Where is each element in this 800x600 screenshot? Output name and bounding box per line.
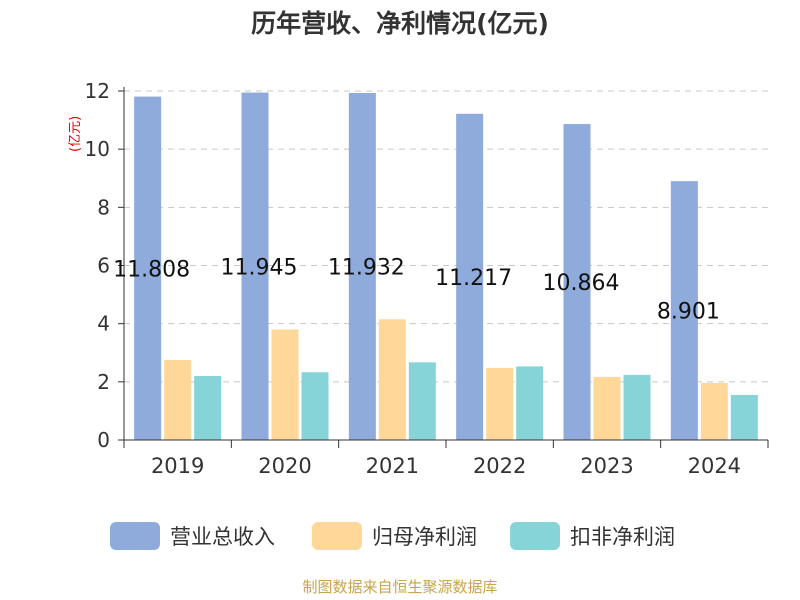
y-tick-label-0: 0 <box>97 428 110 452</box>
bar-1-2021 <box>378 319 406 440</box>
y-tick-label-4: 4 <box>97 312 110 336</box>
bar-chart: 0 2 4 6 8 10 12 2019 2020 2021 2022 2023 2024 11.808… <box>85 79 769 478</box>
data-labels: 11.808 11.945 11.932 11.217 10.864 8.901 <box>113 255 720 324</box>
bar-1-2019 <box>164 360 192 440</box>
bar-1-2023 <box>593 376 621 440</box>
x-tick-label-2023: 2023 <box>580 454 633 478</box>
y-tick-label-2: 2 <box>97 370 110 394</box>
bar-1-2022 <box>486 367 514 440</box>
bar-0-2024 <box>670 181 698 440</box>
bar-2-2020 <box>301 372 329 440</box>
bar-0-2021 <box>348 92 376 441</box>
x-tick-label-2019: 2019 <box>151 454 204 478</box>
y-tick-label-12: 12 <box>85 79 110 103</box>
bar-2-2019 <box>194 376 222 440</box>
bars <box>134 92 758 441</box>
legend-swatch-revenue <box>110 522 160 550</box>
data-label-revenue-2019: 11.808 <box>113 257 190 282</box>
legend-item-net-profit[interactable]: 归母净利润 <box>312 520 477 552</box>
bar-2-2021 <box>408 362 436 440</box>
data-label-revenue-2023: 10.864 <box>543 271 620 296</box>
data-label-revenue-2022: 11.217 <box>435 266 512 291</box>
bar-0-2022 <box>456 113 484 440</box>
data-source-note: 制图数据来自恒生聚源数据库 <box>302 578 498 596</box>
x-tick-label-2021: 2021 <box>366 454 419 478</box>
bar-2-2022 <box>516 366 544 440</box>
legend-label-revenue: 营业总收入 <box>170 525 275 549</box>
chart-title: 历年营收、净利情况(亿元) <box>251 9 549 38</box>
axes: 0 2 4 6 8 10 12 2019 2020 2021 2022 2023 2024 <box>85 79 769 478</box>
x-tick-label-2024: 2024 <box>688 454 741 478</box>
legend-label-net-profit: 归母净利润 <box>372 525 477 549</box>
legend-label-deducted-profit: 扣非净利润 <box>570 525 675 549</box>
legend-swatch-net-profit <box>312 522 362 550</box>
bar-1-2024 <box>700 382 728 440</box>
bar-0-2020 <box>241 92 269 441</box>
x-tick-label-2022: 2022 <box>473 454 526 478</box>
data-label-revenue-2020: 11.945 <box>221 255 298 280</box>
bar-1-2020 <box>271 329 299 440</box>
bar-2-2023 <box>623 374 651 440</box>
bar-0-2023 <box>563 124 591 440</box>
x-tick-label-2020: 2020 <box>258 454 311 478</box>
data-label-revenue-2024: 8.901 <box>657 300 720 325</box>
legend-item-deducted-profit[interactable]: 扣非净利润 <box>510 520 675 552</box>
legend-item-revenue[interactable]: 营业总收入 <box>110 520 275 552</box>
bar-0-2019 <box>134 96 162 441</box>
y-tick-label-10: 10 <box>85 137 110 161</box>
data-label-revenue-2021: 11.932 <box>328 255 405 280</box>
bar-2-2024 <box>730 394 758 440</box>
y-tick-label-6: 6 <box>97 254 110 278</box>
legend: 营业总收入 归母净利润 扣非净利润 <box>0 520 800 552</box>
y-tick-label-8: 8 <box>97 195 110 219</box>
legend-swatch-deducted-profit <box>510 522 560 550</box>
grid-lines <box>124 90 768 383</box>
